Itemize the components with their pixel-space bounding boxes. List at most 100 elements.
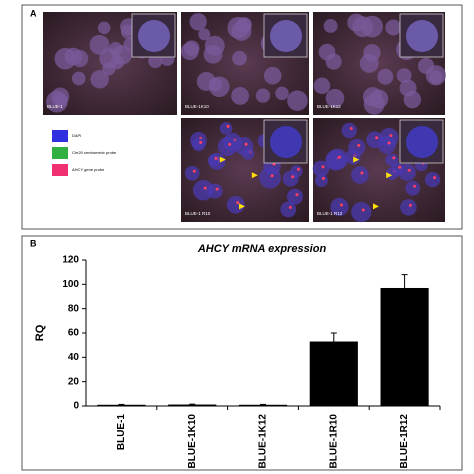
legend-swatch — [52, 130, 68, 142]
nucleus — [330, 197, 349, 217]
signal — [236, 201, 240, 205]
nucleus — [231, 86, 250, 105]
nucleus — [348, 138, 366, 156]
nucleus — [120, 24, 136, 39]
nucleus — [235, 17, 252, 34]
signal — [375, 136, 379, 140]
panel-label: A — [30, 8, 37, 18]
y-tick-label: 80 — [68, 303, 80, 314]
signal — [295, 193, 299, 197]
nucleus — [180, 42, 199, 61]
nucleus — [362, 87, 383, 107]
nucleus — [53, 93, 68, 108]
signal — [288, 205, 292, 209]
signal — [321, 177, 325, 181]
signal — [361, 208, 365, 212]
image-label: BLUE-1 — [47, 104, 63, 109]
signal — [413, 184, 417, 188]
nucleus — [314, 174, 328, 188]
signal — [291, 175, 295, 179]
nucleus — [351, 166, 369, 184]
nucleus — [361, 15, 383, 38]
nucleus — [323, 19, 338, 33]
nucleus — [313, 77, 331, 95]
nucleus — [396, 68, 412, 83]
legend-label: DAPI — [72, 133, 81, 138]
signal — [203, 186, 207, 190]
nucleus — [198, 28, 211, 41]
nucleus — [400, 199, 417, 216]
nucleus — [204, 35, 225, 56]
arrow — [239, 203, 245, 210]
arrow — [251, 172, 258, 179]
image-label: BLUE-1 R12 — [317, 211, 343, 216]
signal — [387, 141, 391, 145]
arrow — [386, 172, 393, 179]
signal — [296, 167, 300, 171]
y-tick-label: 120 — [62, 255, 79, 266]
arrow — [219, 156, 226, 163]
signal — [389, 134, 393, 138]
panel-label: B — [30, 238, 37, 248]
signal — [433, 176, 437, 180]
signal — [339, 203, 343, 207]
nucleus — [184, 165, 200, 181]
signal — [199, 141, 203, 145]
x-tick-label: BLUE-1R12 — [399, 414, 410, 469]
nucleus — [191, 137, 206, 152]
signal — [360, 171, 364, 175]
inset-nucleus — [270, 126, 302, 158]
arrow — [353, 156, 360, 163]
image-label: BLUE-1K10 — [185, 104, 209, 109]
signal — [321, 165, 325, 169]
x-tick-label: BLUE-1 — [116, 414, 127, 451]
signal — [407, 168, 411, 172]
nucleus — [282, 170, 299, 187]
legend-label: AHCY gene probe — [72, 167, 105, 172]
nucleus — [275, 86, 289, 101]
nucleus — [377, 68, 394, 85]
y-tick-label: 100 — [62, 279, 79, 290]
nucleus — [287, 90, 308, 111]
y-axis-label: RQ — [34, 324, 46, 341]
nucleus — [399, 79, 417, 97]
signal — [337, 155, 341, 159]
nucleus — [347, 13, 366, 32]
signal — [270, 174, 274, 178]
nucleus — [189, 13, 207, 31]
inset-nucleus — [406, 20, 438, 52]
nucleus — [378, 136, 396, 154]
nucleus — [351, 201, 372, 223]
nucleus — [385, 153, 399, 167]
chart-title: AHCY mRNA expression — [197, 243, 327, 255]
nucleus — [359, 53, 379, 73]
inset-nucleus — [406, 126, 438, 158]
y-tick-label: 60 — [68, 328, 80, 339]
nucleus — [280, 201, 297, 218]
nucleus — [217, 136, 238, 157]
nucleus — [424, 171, 441, 188]
signal — [244, 142, 248, 146]
signal — [408, 203, 412, 207]
inset-nucleus — [138, 20, 170, 52]
nucleus — [71, 71, 86, 86]
nucleus — [64, 47, 83, 66]
nucleus — [90, 70, 109, 89]
x-tick-label: BLUE-1K12 — [258, 414, 269, 469]
arrow — [373, 203, 379, 210]
nucleus — [312, 160, 330, 178]
nucleus — [385, 19, 402, 36]
signal — [215, 187, 219, 191]
nucleus — [232, 50, 247, 66]
nucleus — [192, 179, 214, 201]
y-tick-label: 40 — [68, 352, 80, 363]
legend-label: Chr20 centromeric probe — [72, 150, 117, 155]
nucleus — [219, 122, 233, 135]
image-label: BLUE-1 R10 — [185, 211, 211, 216]
nucleus — [325, 88, 345, 108]
nucleus — [286, 188, 304, 205]
signal — [228, 142, 232, 146]
bar — [168, 404, 217, 406]
signal — [357, 143, 361, 147]
nucleus — [405, 180, 421, 196]
